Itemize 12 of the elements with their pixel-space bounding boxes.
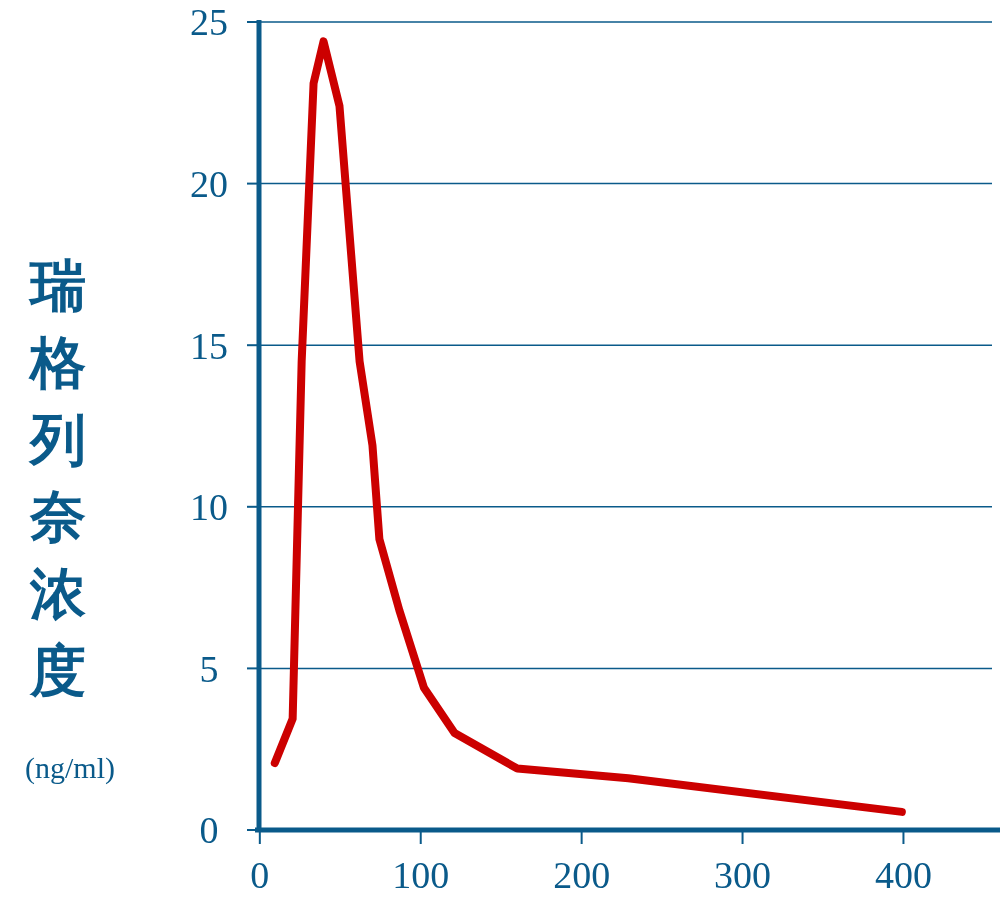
x-tick-label: 300: [714, 854, 772, 896]
y-tick-label: 15: [190, 324, 228, 367]
x-tick-label: 100: [392, 854, 450, 896]
x-tick-label: 0: [250, 854, 270, 896]
y-tick-label: 25: [190, 1, 228, 44]
y-tick-label: 20: [190, 162, 228, 205]
y-tick-label: 0: [199, 809, 219, 852]
y-tick-label: 5: [199, 647, 219, 690]
y-tick-label: 10: [190, 486, 228, 529]
x-tick-label: 200: [553, 854, 611, 896]
x-tick-label: 400: [874, 854, 932, 896]
y-axis-title: 瑞格列奈浓度 (ng/ml): [25, 253, 115, 785]
